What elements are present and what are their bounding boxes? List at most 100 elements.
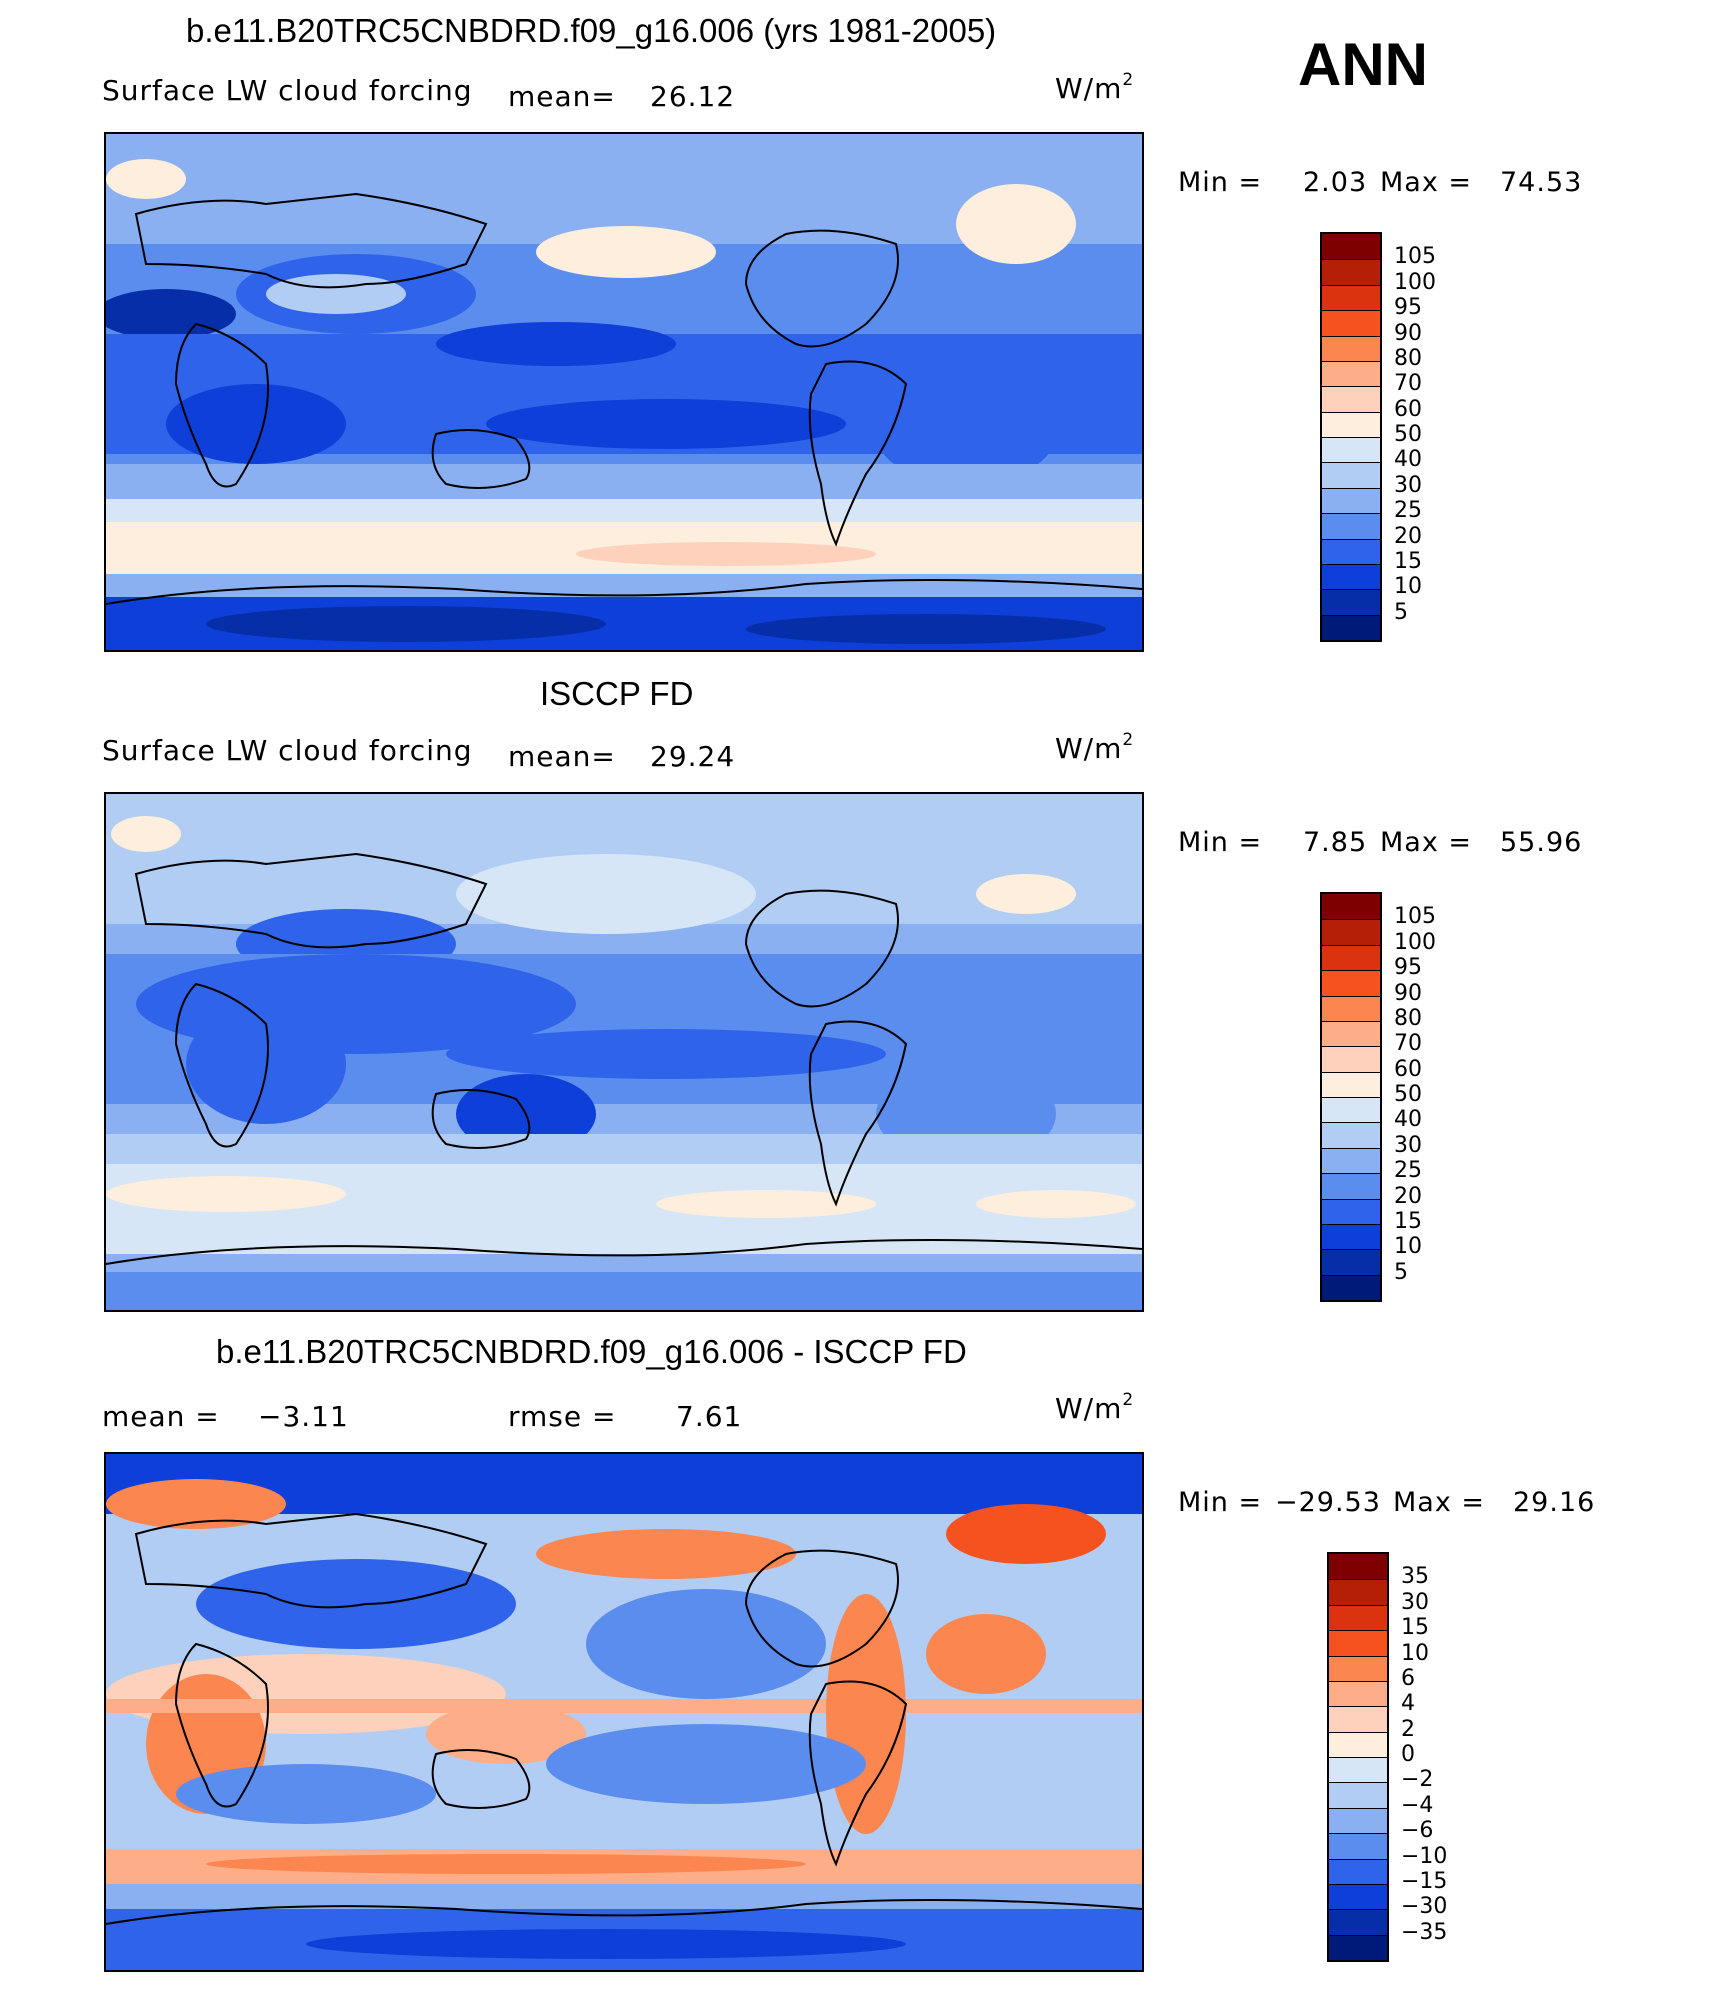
panel-2-min-value: 7.85 — [1303, 827, 1368, 858]
colorbar-tick-label: 70 — [1394, 1031, 1422, 1057]
colorbar-box — [1322, 437, 1380, 463]
colorbar-box — [1322, 563, 1380, 590]
colorbar-tick-label: 5 — [1394, 599, 1408, 625]
colorbar-tick-label: 100 — [1394, 269, 1436, 295]
panel-2-map-field — [106, 794, 1142, 1310]
colorbar-tick-label: 25 — [1394, 1158, 1422, 1184]
colorbar-box — [1329, 1579, 1387, 1605]
colorbar-tick-label: 50 — [1394, 1082, 1422, 1107]
colorbar-box — [1322, 386, 1380, 412]
panel-1-map — [104, 132, 1144, 652]
colorbar-box — [1322, 1122, 1380, 1148]
colorbar-box — [1322, 1249, 1380, 1275]
colorbar-box — [1322, 462, 1380, 488]
colorbar-tick-label: 20 — [1394, 1183, 1422, 1209]
panel-3-min-value: −29.53 — [1275, 1487, 1381, 1518]
colorbar-box — [1322, 919, 1380, 945]
colorbar-tick-label: −15 — [1401, 1868, 1448, 1894]
panel-3-map-field — [106, 1454, 1142, 1970]
colorbar-box — [1329, 1883, 1387, 1910]
panel-1-unit: W/m2 — [1055, 70, 1135, 105]
colorbar-box — [1322, 944, 1380, 971]
colorbar-box — [1322, 970, 1380, 996]
panel-3-mean-label: mean = — [102, 1400, 220, 1433]
colorbar-tick-label: 25 — [1394, 498, 1422, 524]
colorbar-tick-label: 15 — [1394, 1208, 1422, 1234]
colorbar-box — [1322, 614, 1380, 640]
colorbar-box — [1322, 1097, 1380, 1123]
colorbar-tick-label: −10 — [1401, 1843, 1448, 1869]
colorbar-box — [1329, 1782, 1387, 1808]
panel-3-mean-value: −3.11 — [258, 1400, 349, 1433]
colorbar-tick-label: −4 — [1401, 1792, 1434, 1818]
panel-3-map — [104, 1452, 1144, 1972]
season-label: ANN — [1298, 31, 1428, 98]
colorbar-tick-label: 60 — [1394, 1056, 1422, 1082]
colorbar-box — [1322, 360, 1380, 387]
colorbar-box — [1329, 1655, 1387, 1681]
panel-1-max-label: Max = — [1380, 167, 1473, 198]
panel-1-map-field — [106, 134, 1142, 650]
colorbar-tick-label: 6 — [1401, 1665, 1415, 1691]
colorbar-box — [1322, 310, 1380, 336]
colorbar-box — [1329, 1731, 1387, 1757]
colorbar-box — [1329, 1680, 1387, 1707]
colorbar-box — [1322, 513, 1380, 539]
colorbar-tick-label: 20 — [1394, 523, 1422, 549]
colorbar-tick-label: 90 — [1394, 980, 1422, 1006]
panel-1-mean-label: mean= — [508, 80, 616, 113]
colorbar-tick-label: 5 — [1394, 1259, 1408, 1285]
panel-3-colorbar — [1327, 1552, 1389, 1962]
colorbar-tick-label: 40 — [1394, 447, 1422, 473]
colorbar-tick-label: 105 — [1394, 904, 1436, 930]
colorbar-box — [1322, 411, 1380, 437]
colorbar-box — [1322, 1274, 1380, 1300]
colorbar-box — [1329, 1833, 1387, 1859]
colorbar-tick-label: 105 — [1394, 244, 1436, 270]
colorbar-tick-label: 60 — [1394, 396, 1422, 422]
colorbar-tick-label: 95 — [1394, 295, 1422, 321]
colorbar-box — [1322, 487, 1380, 514]
colorbar-box — [1322, 1020, 1380, 1047]
panel-2-map — [104, 792, 1144, 1312]
colorbar-tick-label: 80 — [1394, 345, 1422, 371]
panel-1-variable-label: Surface LW cloud forcing — [102, 74, 473, 107]
colorbar-box — [1322, 1147, 1380, 1174]
panel-2-mean-value: 29.24 — [650, 740, 736, 773]
colorbar-tick-label: −30 — [1401, 1894, 1448, 1920]
colorbar-box — [1329, 1604, 1387, 1631]
colorbar-box — [1322, 589, 1380, 615]
colorbar-box — [1329, 1706, 1387, 1732]
colorbar-box — [1322, 1198, 1380, 1224]
panel-2-max-label: Max = — [1380, 827, 1473, 858]
colorbar-tick-label: 30 — [1394, 1132, 1422, 1158]
colorbar-tick-label: 50 — [1394, 422, 1422, 447]
colorbar-box — [1329, 1554, 1387, 1580]
colorbar-box — [1329, 1757, 1387, 1783]
colorbar-tick-label: 10 — [1401, 1640, 1429, 1666]
panel-1-min-label: Min = — [1178, 167, 1263, 198]
panel-2-mean-label: mean= — [508, 740, 616, 773]
colorbar-box — [1322, 234, 1380, 260]
panel-3-unit: W/m2 — [1055, 1390, 1135, 1425]
colorbar-box — [1329, 1807, 1387, 1834]
panel-1-min-value: 2.03 — [1303, 167, 1368, 198]
colorbar-tick-label: 10 — [1394, 574, 1422, 600]
panel-1-colorbar — [1320, 232, 1382, 642]
colorbar-tick-label: 30 — [1401, 1589, 1429, 1615]
colorbar-box — [1322, 1223, 1380, 1250]
colorbar-box — [1329, 1630, 1387, 1656]
colorbar-tick-label: 90 — [1394, 320, 1422, 346]
colorbar-tick-label: 70 — [1394, 371, 1422, 397]
panel-1-title: b.e11.B20TRC5CNBDRD.f09_g16.006 (yrs 198… — [186, 12, 997, 49]
colorbar-tick-label: 2 — [1401, 1716, 1415, 1742]
colorbar-box — [1329, 1858, 1387, 1884]
colorbar-box — [1322, 335, 1380, 361]
colorbar-tick-label: 0 — [1401, 1742, 1415, 1767]
panel-2-colorbar — [1320, 892, 1382, 1302]
colorbar-tick-label: 15 — [1401, 1615, 1429, 1641]
colorbar-box — [1322, 538, 1380, 564]
colorbar-box — [1329, 1934, 1387, 1960]
colorbar-tick-label: 100 — [1394, 929, 1436, 955]
panel-3-max-label: Max = — [1393, 1487, 1486, 1518]
